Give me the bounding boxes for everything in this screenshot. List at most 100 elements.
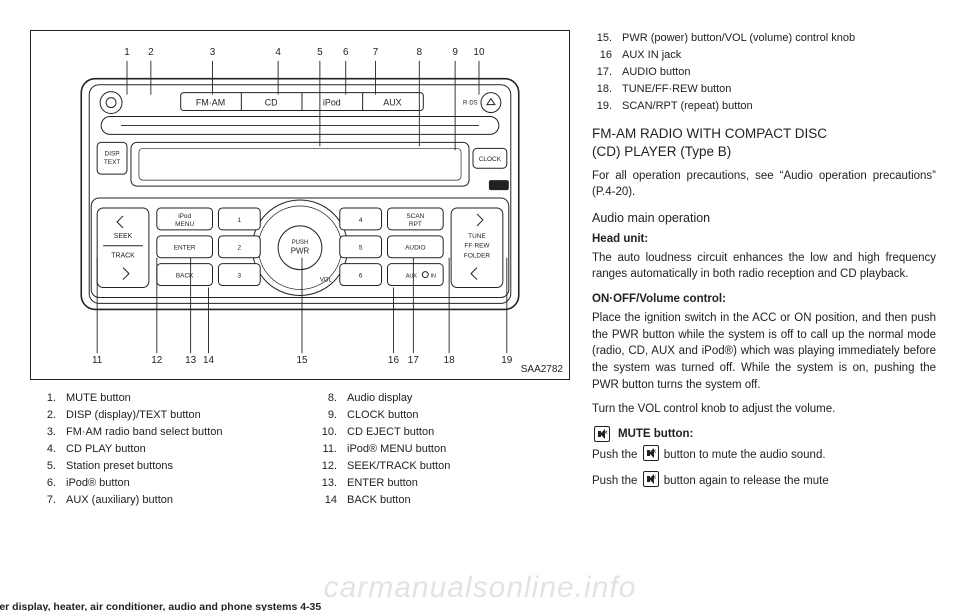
legend-row: 2. DISP (display)/TEXT button <box>36 407 289 424</box>
svg-text:5: 5 <box>317 47 323 58</box>
section-heading: FM-AM RADIO WITH COMPACT DISC(CD) PLAYER… <box>592 125 936 161</box>
svg-text:ENTER: ENTER <box>174 245 196 252</box>
svg-text:DISP: DISP <box>105 150 120 157</box>
legend-row: 11.iPod® MENU button <box>317 441 570 458</box>
legend-text: MUTE button <box>66 390 131 407</box>
svg-text:RPT: RPT <box>409 221 422 228</box>
legend-num: 14 <box>317 492 337 509</box>
legend-num: 11. <box>317 441 337 458</box>
svg-text:TUNE: TUNE <box>468 233 486 240</box>
legend-row: 10. CD EJECT button <box>317 424 570 441</box>
svg-text:IN: IN <box>430 274 436 280</box>
legend-row: 5.Station preset buttons <box>36 458 289 475</box>
svg-text:CD: CD <box>265 98 278 108</box>
legend-text: AUX IN jack <box>622 47 681 64</box>
legend-text: BACK button <box>347 492 411 509</box>
legend-text: FM·AM radio band select button <box>66 424 223 441</box>
svg-text:FF·REW: FF·REW <box>464 243 490 250</box>
legend-num: 13. <box>317 475 337 492</box>
svg-text:2: 2 <box>148 47 154 58</box>
legend-text: SEEK/TRACK button <box>347 458 450 475</box>
svg-text:SCAN: SCAN <box>406 213 424 220</box>
legend-row: 8.Audio display <box>317 390 570 407</box>
legend-num: 17. <box>592 64 612 81</box>
label-onoff-volume: ON·OFF/Volume control: <box>592 291 936 308</box>
legend-num: 12. <box>317 458 337 475</box>
svg-text:19: 19 <box>501 355 513 366</box>
legend-num: 16 <box>592 47 612 64</box>
legend-row: 17. AUDIO button <box>592 64 936 81</box>
svg-text:10: 10 <box>473 47 485 58</box>
svg-text:MENU: MENU <box>175 221 194 228</box>
radio-diagram: FM·AM CD iPod AUX R·DS DISP <box>31 31 569 379</box>
legend-text: AUX (auxiliary) button <box>66 492 173 509</box>
subheading-audio-main: Audio main operation <box>592 209 936 227</box>
legend-text: iPod® button <box>66 475 130 492</box>
mute-icon: × <box>594 426 610 442</box>
right-column: 15. PWR (power) button/VOL (volume) contr… <box>592 30 936 581</box>
svg-text:3: 3 <box>210 47 216 58</box>
mute-icon-inline: × <box>643 471 659 487</box>
figure-box: FM·AM CD iPod AUX R·DS DISP <box>30 30 570 380</box>
svg-text:14: 14 <box>203 355 215 366</box>
legend-num: 6. <box>36 475 56 492</box>
legend-row: 9. CLOCK button <box>317 407 570 424</box>
svg-text:AUX: AUX <box>383 98 401 108</box>
para-mute-1: Push the × button to mute the audio soun… <box>592 445 936 464</box>
svg-text:PWR: PWR <box>291 247 310 256</box>
legend-num: 2. <box>36 407 56 424</box>
legend-text: CD EJECT button <box>347 424 434 441</box>
svg-text:12: 12 <box>151 355 163 366</box>
para-head-unit: The auto loudness circuit enhances the l… <box>592 250 936 283</box>
svg-text:6: 6 <box>343 47 349 58</box>
legend-num: 7. <box>36 492 56 509</box>
svg-text:4: 4 <box>275 47 281 58</box>
legend-row: 4. CD PLAY button <box>36 441 289 458</box>
para-vol-knob: Turn the VOL control knob to adjust the … <box>592 401 936 418</box>
legend-row: 13.ENTER button <box>317 475 570 492</box>
legend-row: 19. SCAN/RPT (repeat) button <box>592 98 936 115</box>
svg-text:15: 15 <box>296 355 308 366</box>
legend-row: 14 BACK button <box>317 492 570 509</box>
figure-label: SAA2782 <box>521 364 563 375</box>
legend-num: 15. <box>592 30 612 47</box>
legend-text: PWR (power) button/VOL (volume) control … <box>622 30 855 47</box>
legend-row: 18.TUNE/FF·REW button <box>592 81 936 98</box>
svg-text:MP3: MP3 <box>493 184 506 190</box>
svg-text:9: 9 <box>452 47 458 58</box>
legend-row: 6. iPod® button <box>36 475 289 492</box>
svg-text:AUX: AUX <box>406 274 418 280</box>
svg-text:iPod: iPod <box>323 98 341 108</box>
legend-row: 7. AUX (auxiliary) button <box>36 492 289 509</box>
svg-text:AUDIO: AUDIO <box>405 245 425 252</box>
svg-text:1: 1 <box>238 217 242 224</box>
para-precautions: For all operation precautions, see “Audi… <box>592 168 936 201</box>
legend-num: 4. <box>36 441 56 458</box>
legend-text: CLOCK button <box>347 407 419 424</box>
legend-num: 10. <box>317 424 337 441</box>
legend-row: 1. MUTE button <box>36 390 289 407</box>
svg-text:VOL: VOL <box>320 278 333 284</box>
legend-text: SCAN/RPT (repeat) button <box>622 98 753 115</box>
svg-text:13: 13 <box>185 355 197 366</box>
legend-lists: 1. MUTE button 2. DISP (display)/TEXT butto… <box>30 390 570 509</box>
legend-num: 19. <box>592 98 612 115</box>
legend-row: 15. PWR (power) button/VOL (volume) contr… <box>592 30 936 47</box>
legend-text: CD PLAY button <box>66 441 146 458</box>
svg-text:17: 17 <box>408 355 420 366</box>
legend-text: DISP (display)/TEXT button <box>66 407 201 424</box>
label-head-unit: Head unit: <box>592 231 936 248</box>
legend-text: Station preset buttons <box>66 458 173 475</box>
legend-num: 9. <box>317 407 337 424</box>
legend-text: AUDIO button <box>622 64 690 81</box>
svg-text:8: 8 <box>417 47 423 58</box>
legend-num: 8. <box>317 390 337 407</box>
mute-icon-inline: × <box>643 445 659 461</box>
para-onoff-volume: Place the ignition switch in the ACC or … <box>592 310 936 393</box>
svg-text:PUSH: PUSH <box>292 240 309 246</box>
svg-text:3: 3 <box>238 273 242 280</box>
svg-text:16: 16 <box>388 355 400 366</box>
svg-text:18: 18 <box>444 355 456 366</box>
svg-text:iPod: iPod <box>178 213 191 220</box>
legend-num: 1. <box>36 390 56 407</box>
